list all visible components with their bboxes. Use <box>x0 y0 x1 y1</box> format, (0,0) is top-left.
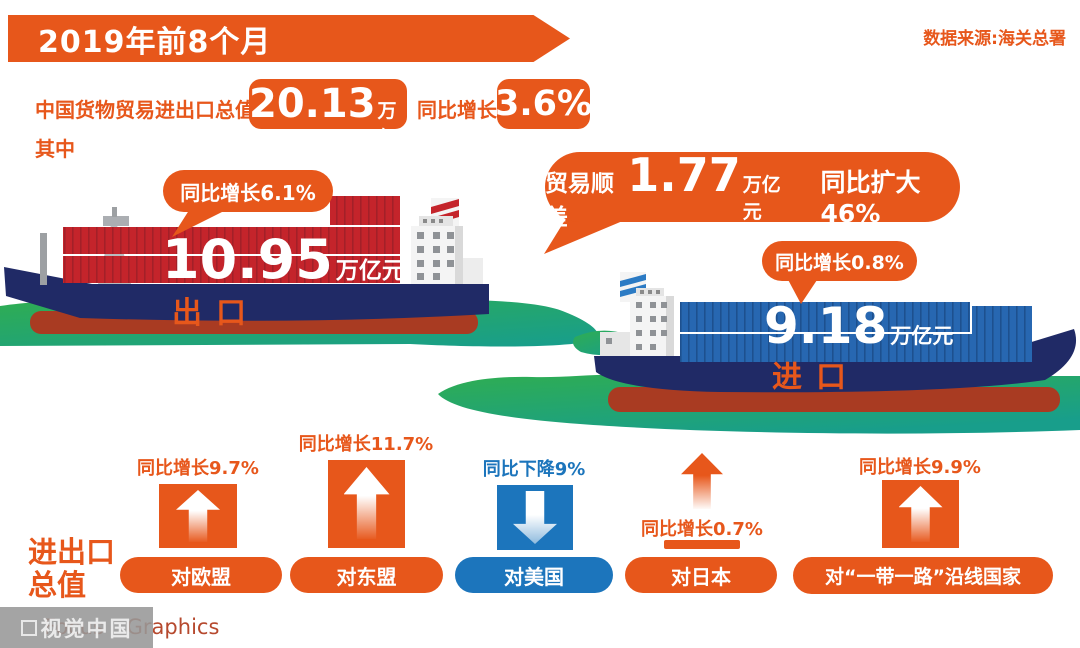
export-containers <box>63 196 400 283</box>
import-ship-keel <box>608 387 1060 412</box>
total-growth-badge: 3.6% <box>495 79 592 129</box>
export-value: 10.95 <box>162 228 333 291</box>
total-unit: 万亿元 <box>377 100 397 176</box>
partner-eu-change: 同比增长9.7% <box>137 458 259 479</box>
partner-japan-baseline-bar <box>664 540 740 549</box>
partner-usa-arrow-box <box>497 485 573 550</box>
import-bubble-tail <box>785 274 821 304</box>
watermark-logo-icon <box>20 619 37 636</box>
surplus-unit: 万亿元 <box>742 174 781 223</box>
partner-eu-arrow-box <box>159 484 237 548</box>
total-value: 20.13 <box>249 81 376 127</box>
partner-beltroad-arrow-box <box>882 480 959 548</box>
surplus-bubble-tail <box>544 212 625 254</box>
export-ship <box>4 196 489 334</box>
title-banner: 2019年前8个月 <box>8 15 570 62</box>
partner-japan-pill: 对日本 <box>625 557 777 593</box>
import-superstructure <box>600 272 674 356</box>
export-ship-hull <box>4 267 489 321</box>
partner-asean-pill: 对东盟 <box>290 557 443 593</box>
export-label: 出口 <box>172 296 260 331</box>
total-value-badge: 20.13 万亿元 <box>249 79 407 176</box>
partners-section-label: 进出口 总值 <box>28 535 116 602</box>
among-which-label: 其中 <box>35 137 75 161</box>
partner-usa-pill: 对美国 <box>455 557 613 593</box>
export-growth-bubble: 同比增长6.1% <box>163 170 333 212</box>
partner-usa-change: 同比下降9% <box>482 459 586 480</box>
import-ship <box>594 272 1077 412</box>
export-bubble-tail <box>172 204 238 237</box>
funnel-stripe <box>620 284 646 297</box>
watermark-text: 视觉中国 <box>40 616 133 641</box>
total-growth-label: 同比增长 <box>417 98 497 122</box>
watermark-box: 视觉中国 <box>0 607 153 648</box>
import-value: 9.18 <box>764 297 888 355</box>
import-value-group: 9.18 万亿元 <box>764 301 953 351</box>
funnel-stripe <box>620 274 646 287</box>
bubble-tails <box>172 204 821 304</box>
export-superstructure <box>411 198 483 284</box>
data-source: 数据来源:海关总署 <box>923 29 1066 49</box>
partner-beltroad-pill: 对“一带一路”沿线国家 <box>793 557 1053 594</box>
import-label: 进口 <box>772 360 860 395</box>
funnel-stripe <box>431 199 459 214</box>
surplus-value: 1.77 <box>627 148 741 202</box>
partner-asean-change: 同比增长11.7% <box>298 434 434 455</box>
up-arrow-icon <box>343 467 390 539</box>
partner-asean-arrow-box <box>328 460 405 548</box>
total-trade-label: 中国货物贸易进出口总值 <box>35 98 255 122</box>
import-growth-bubble: 同比增长0.8% <box>762 241 917 281</box>
export-unit: 万亿元 <box>335 258 405 284</box>
import-unit: 万亿元 <box>890 324 954 348</box>
up-arrow-icon <box>176 490 220 542</box>
import-containers <box>680 302 1032 362</box>
page-title: 2019年前8个月 <box>38 24 272 60</box>
partner-beltroad-change: 同比增长9.9% <box>859 457 981 478</box>
surplus-growth: 同比扩大46% <box>820 168 921 228</box>
up-arrow-icon <box>898 486 943 542</box>
partner-eu-pill: 对欧盟 <box>120 557 282 593</box>
partner-japan-change: 同比增长0.7% <box>641 519 763 540</box>
surplus-bubble: 贸易顺差 1.77 万亿元 同比扩大46% <box>545 148 960 231</box>
down-arrow-icon <box>513 491 557 544</box>
export-value-group: 10.95 万亿元 <box>162 233 405 287</box>
surplus-label: 贸易顺差 <box>545 171 614 231</box>
